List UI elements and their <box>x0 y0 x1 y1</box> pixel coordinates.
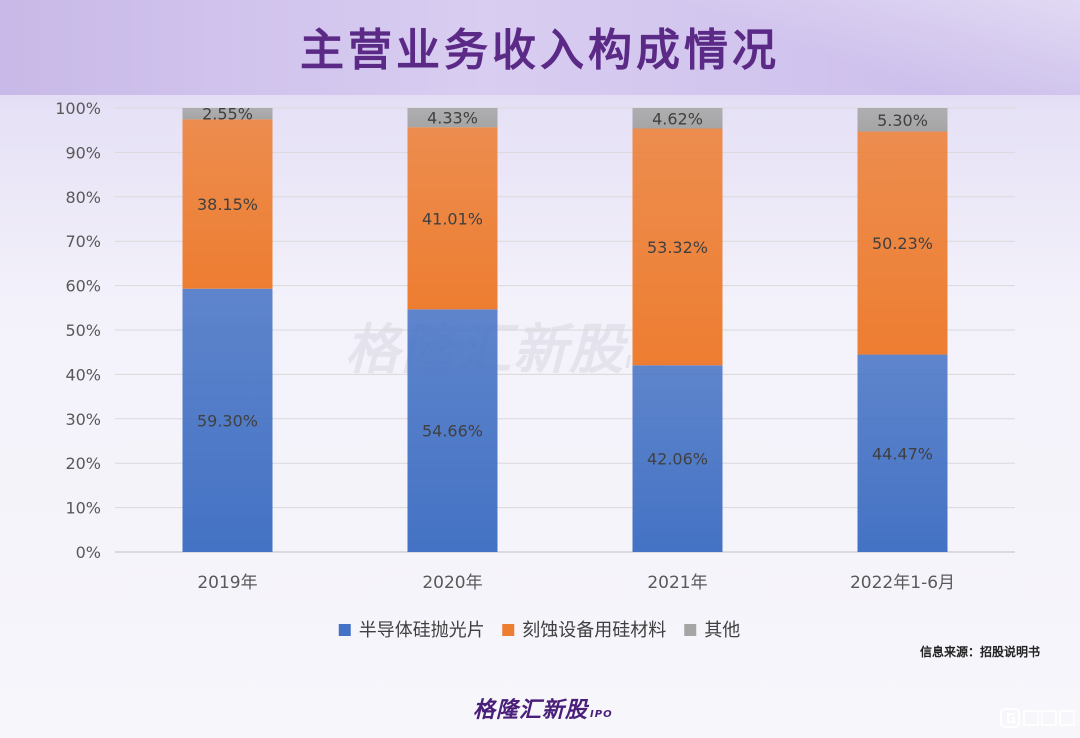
bar-segment <box>182 288 273 552</box>
y-tick-label: 30% <box>65 410 101 429</box>
data-label: 2.55% <box>202 105 253 124</box>
data-label: 50.23% <box>872 234 933 253</box>
legend-swatch <box>338 624 351 636</box>
chart-title: 主营业务收入构成情况 <box>300 25 780 76</box>
x-tick-label: 2019年 <box>197 573 257 593</box>
data-label: 42.06% <box>647 450 708 469</box>
bar-segment <box>632 108 723 129</box>
data-label: 59.30% <box>197 411 258 430</box>
corner-logo-mark <box>1000 708 1075 728</box>
y-tick-label: 20% <box>65 454 101 473</box>
bar-segment <box>407 309 498 552</box>
x-tick-label: 2020年 <box>422 573 482 593</box>
legend-label: 半导体硅抛光片 <box>359 620 485 641</box>
bar-segment <box>182 119 273 289</box>
data-label: 53.32% <box>647 238 708 257</box>
bar-segment <box>182 108 273 120</box>
y-tick-label: 100% <box>55 99 101 118</box>
y-tick-label: 90% <box>65 143 101 162</box>
bar-segment <box>632 128 723 366</box>
legend-swatch <box>502 624 515 636</box>
legend-label: 其他 <box>704 620 740 641</box>
y-tick-label: 0% <box>76 543 101 562</box>
source-note: 信息来源：招股说明书 <box>919 645 1040 659</box>
data-label: 44.47% <box>872 444 933 463</box>
legend-label: 刻蚀设备用硅材料 <box>522 620 666 641</box>
title-band <box>0 0 1080 95</box>
data-label: 4.33% <box>427 109 478 128</box>
bar-segment <box>857 131 948 355</box>
bar-segment <box>632 365 723 552</box>
footer-logo-suffix: IPO <box>590 709 613 720</box>
x-tick-label: 2021年 <box>647 573 707 593</box>
data-label: 38.15% <box>197 195 258 214</box>
bar-segment <box>407 127 498 310</box>
y-tick-label: 80% <box>65 188 101 207</box>
bar-segment <box>857 354 948 552</box>
data-label: 54.66% <box>422 422 483 441</box>
x-tick-label: 2022年1-6月 <box>850 573 955 593</box>
y-tick-label: 60% <box>65 277 101 296</box>
footer-logo-text: 格隆汇新股 <box>473 698 589 723</box>
data-label: 41.01% <box>422 209 483 228</box>
corner-logo <box>1000 706 1076 734</box>
y-tick-label: 50% <box>65 321 101 340</box>
bar-segment <box>407 108 498 128</box>
y-tick-label: 10% <box>65 499 101 518</box>
legend-swatch <box>684 624 697 636</box>
data-label: 5.30% <box>877 111 928 130</box>
bar-segment <box>857 108 948 132</box>
y-tick-label: 40% <box>65 365 101 384</box>
y-tick-label: 70% <box>65 232 101 251</box>
footer-logo: 格隆汇新股 IPO <box>473 692 613 724</box>
data-label: 4.62% <box>652 109 703 128</box>
